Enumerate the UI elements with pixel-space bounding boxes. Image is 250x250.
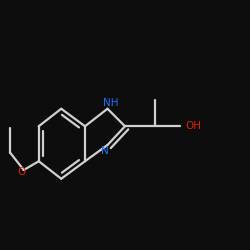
Text: N: N: [101, 146, 109, 156]
Text: NH: NH: [104, 98, 119, 108]
Text: O: O: [17, 167, 25, 177]
Text: OH: OH: [185, 121, 201, 131]
